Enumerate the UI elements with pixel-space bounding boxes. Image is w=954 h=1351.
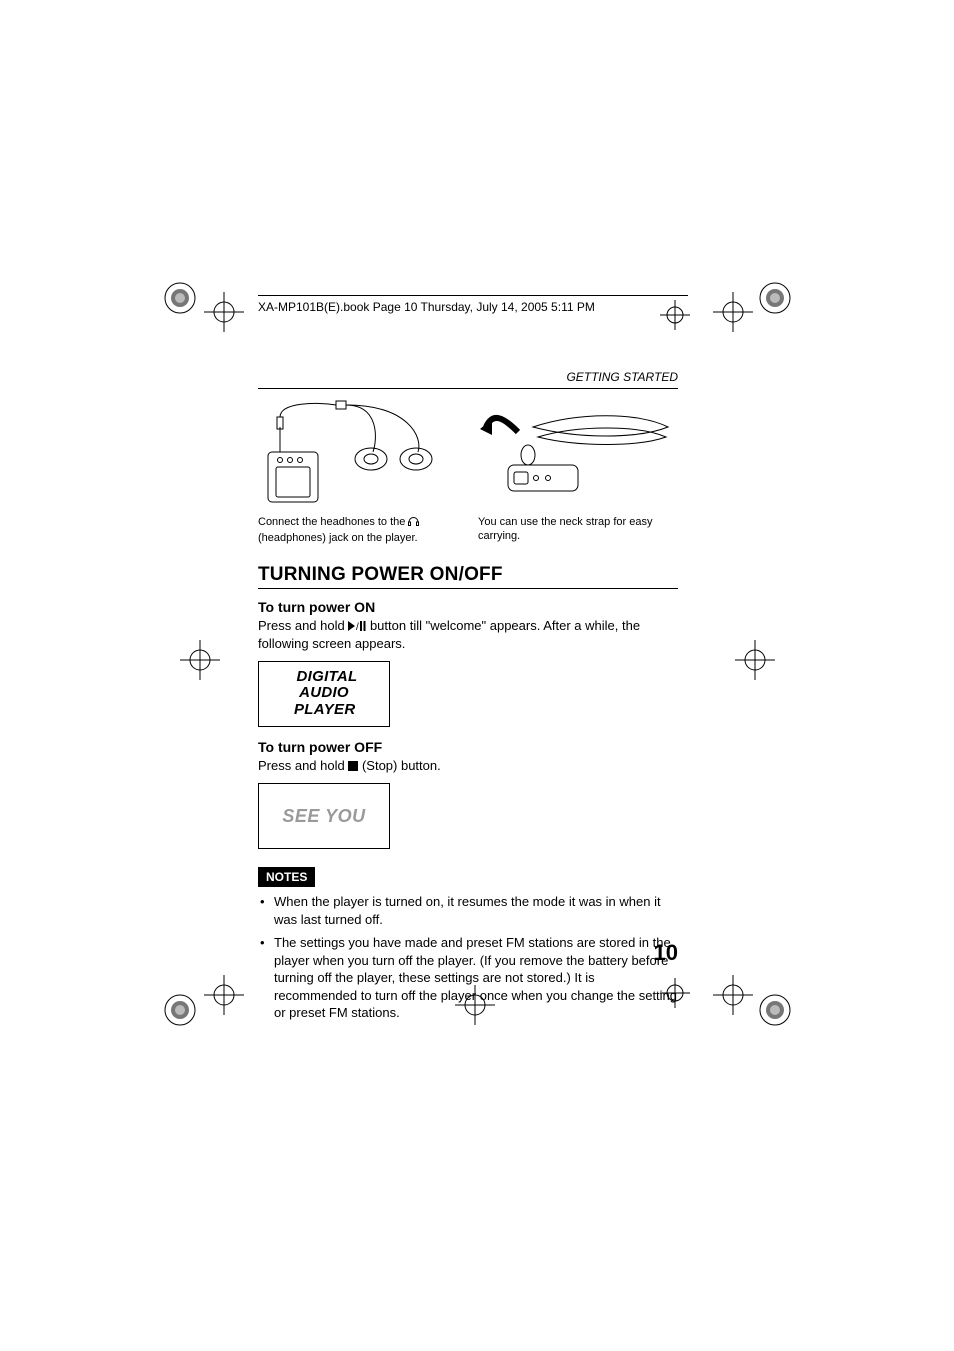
- neckstrap-illustration-icon: [478, 397, 678, 507]
- fig-caption-post: (headphones) jack on the player.: [258, 532, 418, 544]
- section-rule: [258, 388, 678, 389]
- figure-headphones-caption: Connect the headhones to the (headphones…: [258, 516, 458, 546]
- power-off-body-pre: Press and hold: [258, 758, 348, 773]
- figure-strap-caption: You can use the neck strap for easy carr…: [478, 516, 678, 544]
- notes-badge: NOTES: [258, 867, 315, 887]
- notes-list: When the player is turned on, it resumes…: [258, 893, 678, 1022]
- fig-caption-pre: Connect the headhones to the: [258, 516, 408, 528]
- crosshair-top-left: [204, 292, 244, 332]
- page-number: 10: [654, 940, 678, 966]
- power-off-body: Press and hold (Stop) button.: [258, 757, 678, 776]
- svg-text:/: /: [356, 622, 359, 631]
- main-heading: TURNING POWER ON/OFF: [258, 564, 678, 586]
- crosshair-mid-right: [735, 640, 775, 680]
- page: XA-MP101B(E).book Page 10 Thursday, July…: [0, 0, 954, 1351]
- power-off-body-post: (Stop) button.: [358, 758, 440, 773]
- regmark-top-right: [755, 278, 795, 318]
- screen-see-you: SEE YOU: [258, 783, 390, 849]
- crosshair-mid-left: [180, 640, 220, 680]
- note-item-2: The settings you have made and preset FM…: [258, 934, 678, 1022]
- screen-digital-audio-player: DIGITAL AUDIO PLAYER: [258, 661, 390, 727]
- section-header: GETTING STARTED: [258, 370, 678, 384]
- crosshair-top-right: [713, 292, 753, 332]
- screen-line-2: AUDIO: [291, 685, 358, 702]
- crosshair-bottom-left: [204, 975, 244, 1015]
- screen-line-1: DIGITAL: [291, 669, 358, 686]
- content-area: GETTING STARTED: [258, 370, 678, 1028]
- play-pause-icon: /: [348, 618, 366, 636]
- screen-line-3: PLAYER: [291, 702, 358, 719]
- power-on-body: Press and hold / button till "welcome" a…: [258, 617, 678, 653]
- screen-lines: DIGITAL AUDIO PLAYER: [291, 669, 358, 719]
- header-rule: [258, 295, 688, 296]
- figure-headphones: Connect the headhones to the (headphones…: [258, 397, 458, 546]
- figure-strap: You can use the neck strap for easy carr…: [478, 397, 678, 546]
- crosshair-top-inner: [660, 300, 690, 330]
- crosshair-bottom-right: [713, 975, 753, 1015]
- regmark-bottom-left: [160, 990, 200, 1030]
- headphones-icon: [408, 516, 419, 532]
- figure-row: Connect the headhones to the (headphones…: [258, 397, 678, 546]
- headphones-illustration-icon: [258, 397, 448, 507]
- doc-header: XA-MP101B(E).book Page 10 Thursday, July…: [258, 300, 595, 314]
- main-heading-rule: [258, 588, 678, 589]
- power-on-heading: To turn power ON: [258, 599, 678, 615]
- note-item-1: When the player is turned on, it resumes…: [258, 893, 678, 928]
- screen-see-you-text: SEE YOU: [282, 806, 365, 827]
- power-off-heading: To turn power OFF: [258, 739, 678, 755]
- regmark-bottom-right: [755, 990, 795, 1030]
- regmark-top-left: [160, 278, 200, 318]
- power-on-body-pre: Press and hold: [258, 618, 348, 633]
- stop-icon: [348, 758, 358, 776]
